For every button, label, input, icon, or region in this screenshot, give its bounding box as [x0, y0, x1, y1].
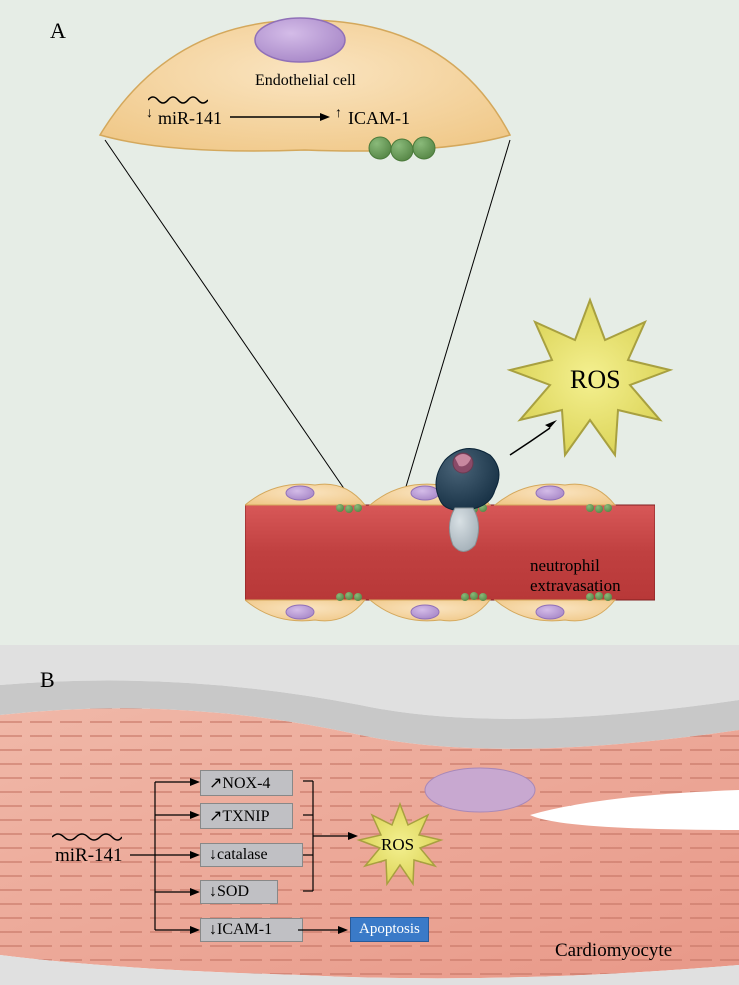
cardiomyocyte-label: Cardiomyocyte — [555, 940, 672, 962]
ros-label-b: ROS — [381, 835, 414, 855]
gene-box-sod: ↓SOD — [200, 880, 278, 904]
down-arrow-mir141: ↓ — [146, 104, 153, 120]
arrow-icam-to-apoptosis — [298, 925, 348, 935]
mir141-wave-b — [52, 831, 122, 843]
mir141-label-b: miR-141 — [55, 845, 123, 867]
down-arrow: ↓ — [209, 883, 217, 900]
down-arrow: ↓ — [209, 921, 217, 938]
up-arrow-icam: ↑ — [335, 104, 342, 120]
arrow-mir-to-icam — [230, 112, 330, 122]
ros-label-a: ROS — [570, 365, 621, 395]
mir141-wave-a — [148, 94, 208, 106]
panel-a: A — [0, 0, 739, 645]
down-arrow: ↓ — [209, 846, 217, 863]
gene-box-catalase: ↓catalase — [200, 843, 303, 867]
up-arrow: ↗ — [209, 808, 222, 825]
endothelial-cell-label: Endothelial cell — [255, 72, 356, 90]
neutrophil-extravasation-label: neutrophil extravasation — [530, 556, 621, 597]
panel-a-label: A — [50, 18, 66, 44]
gene-box-nox4: ↗NOX-4 — [200, 770, 293, 796]
branch-lines-b — [130, 770, 210, 945]
gene-box-txnip: ↗TXNIP — [200, 803, 293, 829]
up-arrow: ↗ — [209, 775, 222, 792]
icam1-label-a: ICAM-1 — [348, 108, 410, 129]
mir141-label-a: miR-141 — [158, 108, 222, 129]
panel-b: B miR-141 ↗NOX-4 ↗TXNIP ↓catalase ↓SOD ↓… — [0, 645, 739, 985]
apoptosis-box: Apoptosis — [350, 917, 429, 942]
panel-b-label: B — [40, 667, 55, 693]
diagram-container: A — [0, 0, 739, 985]
arrow-neutrophil-to-ros — [505, 420, 565, 460]
gene-box-icam1: ↓ICAM-1 — [200, 918, 303, 942]
